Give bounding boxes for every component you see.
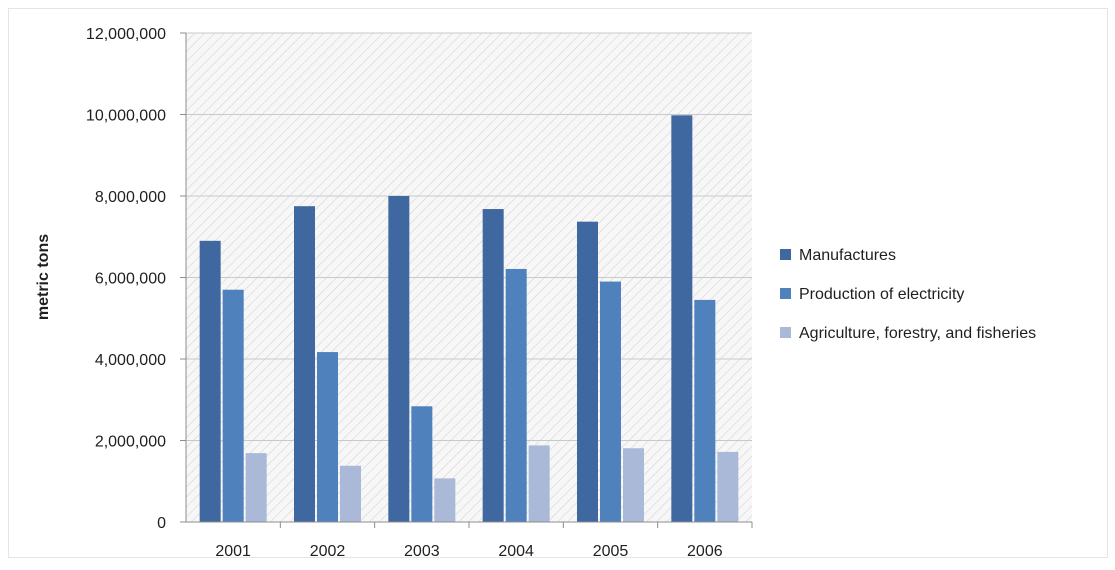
bar [434, 478, 456, 522]
bar [388, 196, 410, 522]
axes [180, 32, 753, 528]
legend-swatch [780, 249, 791, 260]
bar [717, 451, 739, 522]
bar [623, 448, 644, 522]
y-tick-label: 10,000,000 [86, 108, 166, 125]
x-tick-label: 2005 [593, 543, 629, 560]
y-tick-label: 8,000,000 [95, 189, 166, 206]
bar [505, 268, 527, 522]
bar [600, 281, 621, 522]
y-tick-label: 4,000,000 [95, 352, 166, 369]
bar [528, 445, 550, 522]
bar [577, 221, 598, 523]
bar [317, 352, 338, 522]
x-tick-label: 2004 [498, 543, 534, 560]
legend-swatch [780, 327, 791, 338]
bar [199, 240, 221, 522]
bar [482, 209, 504, 523]
x-tick-label: 2003 [404, 543, 440, 560]
x-tick-label: 2006 [687, 543, 723, 560]
bars [199, 115, 739, 523]
bar [671, 115, 693, 522]
y-tick-label: 12,000,000 [86, 26, 166, 43]
x-tick-label: 2002 [310, 543, 346, 560]
x-tick-labels: 2001 2002 2003 2004 2005 2006 [215, 543, 722, 560]
y-tick-label: 0 [157, 515, 166, 532]
x-tick-label: 2001 [215, 543, 251, 560]
bar [340, 465, 361, 522]
y-tick-labels: 0 2,000,000 4,000,000 6,000,000 8,000,000 10,… [86, 26, 166, 532]
y-tick-label: 6,000,000 [95, 271, 166, 288]
legend: Manufactures Production of electricity Agr… [780, 247, 1036, 342]
y-tick-label: 2,000,000 [95, 434, 166, 451]
bar [222, 289, 244, 522]
bar [411, 406, 433, 522]
y-axis-label: metric tons [35, 234, 52, 320]
legend-label: Manufactures [799, 247, 896, 264]
gridlines [186, 32, 752, 441]
bar [245, 453, 267, 522]
legend-label: Agriculture, forestry, and fisheries [799, 325, 1036, 342]
bar [694, 299, 716, 522]
legend-label: Production of electricity [799, 286, 964, 303]
bar [294, 206, 315, 522]
legend-swatch [780, 288, 791, 299]
